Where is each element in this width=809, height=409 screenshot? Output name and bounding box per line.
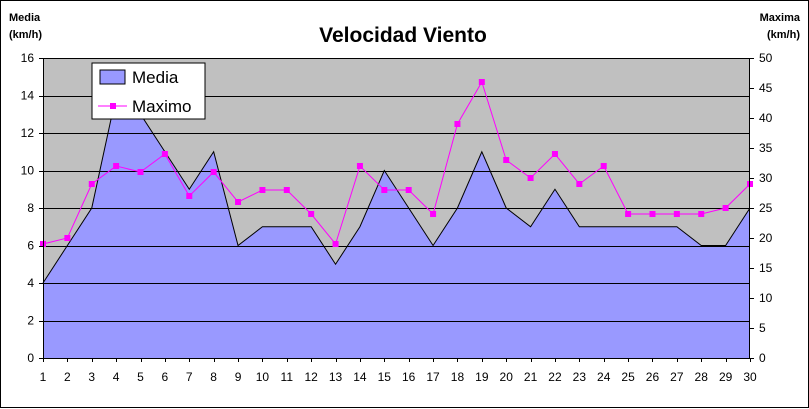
series-maximo-point-20 [503,157,510,163]
x-tick-label-29: 29 [719,370,733,384]
x-tick-label-4: 4 [113,370,120,384]
series-maximo-point-14 [356,163,363,169]
series-maximo-point-3 [88,181,95,187]
series-maximo-point-7 [186,193,193,199]
x-tick-label-10: 10 [256,370,270,384]
x-tick-label-19: 19 [475,370,489,384]
series-maximo-point-5 [137,169,144,175]
series-maximo-point-6 [161,151,168,157]
right-axis-title-line2: (km/h) [767,29,800,41]
x-tick-label-27: 27 [670,370,684,384]
series-maximo-point-23 [576,181,583,187]
left-axis-title-line2: (km/h) [9,29,42,41]
x-tick-label-30: 30 [743,370,757,384]
series-maximo-point-22 [551,151,558,157]
series-maximo-point-8 [210,169,217,175]
x-tick-label-18: 18 [451,370,465,384]
series-maximo-point-13 [332,241,339,247]
left-tick-label-6: 6 [27,239,34,253]
series-maximo-point-26 [649,211,656,217]
x-tick-label-8: 8 [210,370,217,384]
series-maximo-point-10 [259,187,266,193]
x-tick-label-9: 9 [235,370,242,384]
right-tick-label-0: 0 [759,351,766,365]
x-tick-label-14: 14 [353,370,367,384]
right-tick-label-40: 40 [759,111,773,125]
right-tick-label-50: 50 [759,51,773,65]
x-tick-label-12: 12 [304,370,318,384]
left-tick-label-2: 2 [27,314,34,328]
left-tick-label-10: 10 [21,164,35,178]
x-tick-label-11: 11 [281,370,294,384]
right-tick-label-45: 45 [759,81,773,95]
x-tick-label-28: 28 [695,370,709,384]
right-tick-label-20: 20 [759,231,773,245]
x-tick-label-25: 25 [621,370,635,384]
left-tick-label-8: 8 [27,201,34,215]
right-tick-label-5: 5 [759,321,766,335]
right-axis-title-line1: Maxima [760,12,801,24]
series-maximo-point-25 [625,211,632,217]
series-maximo-point-15 [381,187,388,193]
left-tick-label-16: 16 [21,51,35,65]
left-tick-label-0: 0 [27,351,34,365]
x-tick-label-23: 23 [573,370,587,384]
x-tick-label-16: 16 [402,370,416,384]
x-tick-label-1: 1 [40,370,47,384]
series-maximo-point-17 [430,211,437,217]
legend-swatch-media [99,69,126,85]
series-maximo-point-16 [405,187,412,193]
left-tick-label-12: 12 [21,126,35,140]
series-maximo-point-4 [113,163,120,169]
chart-legend: Media Maximo [91,62,206,120]
x-tick-label-15: 15 [378,370,392,384]
x-tick-label-26: 26 [646,370,660,384]
right-tick-label-35: 35 [759,141,773,155]
x-tick-label-20: 20 [500,370,514,384]
chart-title: Velocidad Viento [319,24,487,47]
series-maximo-point-9 [235,199,242,205]
right-tick-label-15: 15 [759,261,773,275]
right-tick-label-30: 30 [759,171,773,185]
left-tick-label-14: 14 [21,89,35,103]
legend-label-maximo: Maximo [132,97,192,116]
left-tick-label-4: 4 [27,276,34,290]
x-tick-label-2: 2 [64,370,71,384]
series-media-area [43,95,750,358]
right-tick-label-10: 10 [759,291,773,305]
series-maximo-point-28 [698,211,705,217]
legend-label-media: Media [132,68,179,87]
x-tick-label-13: 13 [329,370,343,384]
series-maximo-point-18 [454,121,461,127]
x-tick-label-6: 6 [162,370,169,384]
x-tick-label-24: 24 [597,370,611,384]
series-maximo-point-21 [527,175,534,181]
series-media-outline [42,94,751,284]
x-tick-label-17: 17 [426,370,440,384]
x-tick-label-7: 7 [186,370,193,384]
series-maximo-line [42,80,751,246]
series-maximo-point-12 [308,211,315,217]
legend-marker-maximo [110,103,116,109]
x-tick-label-5: 5 [137,370,144,384]
series-maximo-point-11 [283,187,290,193]
right-tick-label-25: 25 [759,201,773,215]
x-tick-label-22: 22 [548,370,562,384]
left-axis-title-line1: Media [9,12,41,24]
series-maximo-point-24 [600,163,607,169]
series-maximo-point-2 [64,235,71,241]
series-maximo-point-27 [673,211,680,217]
series-maximo-point-19 [478,79,485,85]
series-maximo-point-29 [722,205,729,211]
x-tick-label-3: 3 [88,370,95,384]
x-tick-label-21: 21 [524,370,538,384]
